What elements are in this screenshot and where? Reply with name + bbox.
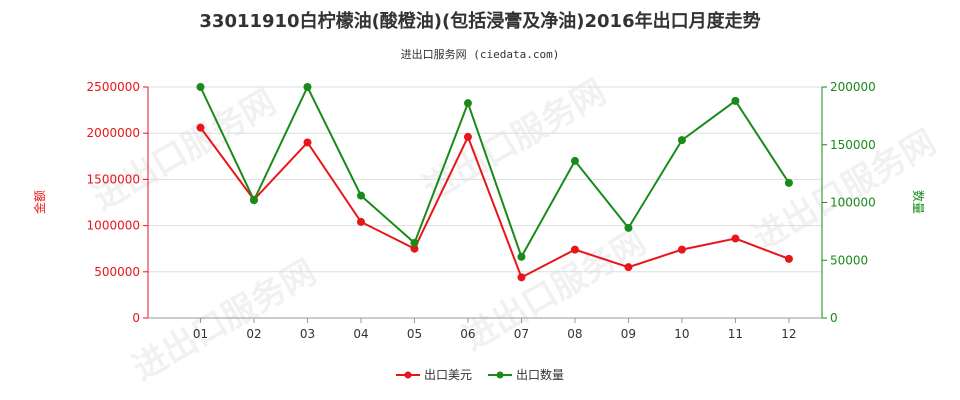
- data-point: [356, 191, 365, 200]
- grid-lines: [148, 86, 822, 273]
- x-axis-ticks: 01 02 03 04 05 06 07 08 09 10 11 12: [193, 318, 797, 341]
- data-point: [570, 245, 579, 254]
- data-point: [624, 223, 633, 232]
- left-tick-label: 0: [132, 311, 140, 325]
- right-tick-label: 150000: [830, 138, 876, 152]
- right-tick-label: 50000: [830, 253, 868, 267]
- x-tick-label: 02: [246, 327, 261, 341]
- left-tick-label: 1500000: [87, 172, 140, 186]
- x-tick-label: 03: [300, 327, 315, 341]
- data-point: [463, 132, 472, 141]
- x-tick-label: 08: [567, 327, 582, 341]
- data-point: [249, 196, 258, 205]
- x-tick-label: 11: [728, 327, 743, 341]
- data-point: [410, 238, 419, 247]
- data-point: [570, 156, 579, 165]
- left-tick-label: 500000: [94, 265, 140, 279]
- series-lines: [196, 83, 793, 282]
- data-point: [624, 263, 633, 272]
- right-tick-label: 100000: [830, 196, 876, 210]
- legend-label: 出口数量: [516, 367, 564, 382]
- series-line: [199, 84, 790, 260]
- data-point: [303, 138, 312, 147]
- watermark-text: 进出口服务网: [126, 252, 323, 389]
- legend-label: 出口美元: [424, 368, 472, 382]
- x-tick-label: 04: [353, 327, 368, 341]
- data-point: [517, 252, 526, 261]
- right-tick-label: 0: [830, 311, 838, 325]
- legend: 出口美元 出口数量: [396, 367, 564, 382]
- right-axis-label: 数量: [911, 190, 926, 214]
- x-tick-label: 05: [407, 327, 422, 341]
- left-axis-label: 金额: [32, 190, 47, 214]
- legend-swatch-marker: [496, 371, 504, 379]
- data-point: [784, 178, 793, 187]
- data-point: [196, 123, 205, 132]
- left-axis-ticks: 0 500000 1000000 1500000 2000000 2500000: [87, 80, 148, 325]
- x-tick-label: 01: [193, 327, 208, 341]
- data-point: [410, 244, 419, 253]
- series-line: [199, 127, 790, 279]
- left-tick-label: 2500000: [87, 80, 140, 94]
- data-point: [356, 217, 365, 226]
- right-axis-ticks: 0 50000 100000 150000 200000: [822, 80, 876, 325]
- chart-subtitle: 进出口服务网 (ciedata.com): [401, 47, 560, 61]
- data-point: [463, 99, 472, 108]
- data-point: [196, 83, 205, 91]
- x-tick-label: 09: [621, 327, 636, 341]
- left-tick-label: 1000000: [87, 219, 140, 233]
- right-tick-label: 200000: [830, 80, 876, 94]
- x-tick-label: 06: [460, 327, 475, 341]
- data-point: [517, 273, 526, 282]
- data-point: [731, 96, 740, 105]
- chart-title: 33011910白柠檬油(酸橙油)(包括浸膏及净油)2016年出口月度走势: [199, 10, 760, 32]
- x-tick-label: 10: [674, 327, 689, 341]
- data-point: [784, 254, 793, 263]
- x-tick-label: 12: [781, 327, 796, 341]
- legend-swatch-marker: [404, 371, 412, 379]
- watermark-text: 进出口服务网: [416, 72, 613, 209]
- data-point: [303, 83, 312, 91]
- data-point: [677, 136, 686, 145]
- x-tick-label: 07: [514, 327, 529, 341]
- data-point: [731, 234, 740, 243]
- data-point: [677, 245, 686, 254]
- left-tick-label: 2000000: [87, 126, 140, 140]
